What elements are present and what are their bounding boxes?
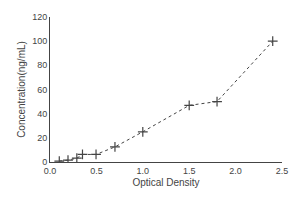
svg-text:0.5: 0.5	[90, 166, 103, 176]
svg-text:60: 60	[37, 85, 47, 95]
svg-text:0: 0	[42, 157, 47, 167]
svg-text:2.0: 2.0	[229, 166, 242, 176]
svg-text:2.5: 2.5	[276, 166, 289, 176]
svg-text:20: 20	[37, 133, 47, 143]
svg-text:40: 40	[37, 109, 47, 119]
svg-text:Concentration(ng/mL): Concentration(ng/mL)	[16, 41, 27, 138]
svg-text:80: 80	[37, 60, 47, 70]
svg-text:1.5: 1.5	[183, 166, 196, 176]
svg-text:120: 120	[32, 12, 47, 22]
svg-text:100: 100	[32, 36, 47, 46]
svg-text:0.0: 0.0	[44, 166, 57, 176]
svg-text:Optical Density: Optical Density	[132, 177, 199, 188]
svg-text:1.0: 1.0	[137, 166, 150, 176]
